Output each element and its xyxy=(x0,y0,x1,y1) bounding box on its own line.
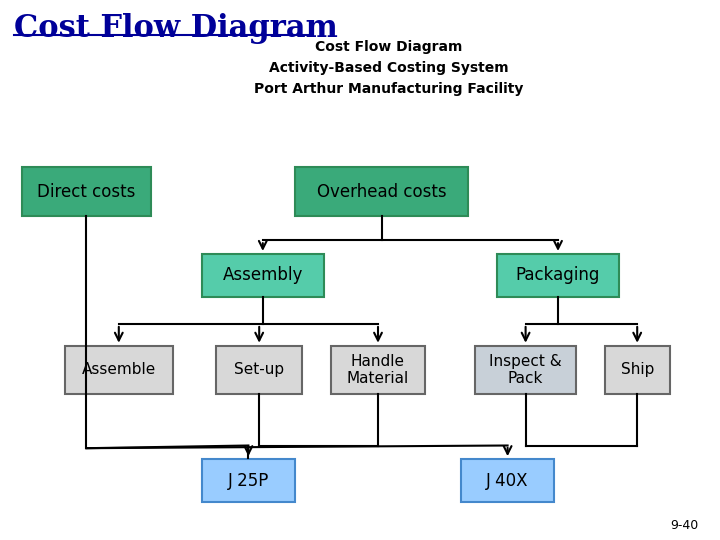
FancyBboxPatch shape xyxy=(216,346,302,394)
FancyBboxPatch shape xyxy=(295,167,468,216)
FancyBboxPatch shape xyxy=(605,346,670,394)
Text: J 40X: J 40X xyxy=(486,471,529,490)
Text: Cost Flow Diagram
Activity-Based Costing System
Port Arthur Manufacturing Facili: Cost Flow Diagram Activity-Based Costing… xyxy=(254,40,523,96)
FancyBboxPatch shape xyxy=(475,346,576,394)
FancyBboxPatch shape xyxy=(461,459,554,502)
Text: Handle
Material: Handle Material xyxy=(347,354,409,386)
Text: Assemble: Assemble xyxy=(81,362,156,377)
Text: Assembly: Assembly xyxy=(222,266,303,285)
Text: Direct costs: Direct costs xyxy=(37,183,135,201)
Text: Set-up: Set-up xyxy=(234,362,284,377)
FancyBboxPatch shape xyxy=(497,254,619,297)
FancyBboxPatch shape xyxy=(202,254,324,297)
FancyBboxPatch shape xyxy=(202,459,295,502)
Text: Overhead costs: Overhead costs xyxy=(317,183,446,201)
FancyBboxPatch shape xyxy=(331,346,425,394)
Text: 9-40: 9-40 xyxy=(670,519,698,532)
Text: Ship: Ship xyxy=(621,362,654,377)
Text: Inspect &
Pack: Inspect & Pack xyxy=(489,354,562,386)
FancyBboxPatch shape xyxy=(65,346,173,394)
Text: Cost Flow Diagram: Cost Flow Diagram xyxy=(14,14,338,44)
Text: J 25P: J 25P xyxy=(228,471,269,490)
FancyBboxPatch shape xyxy=(22,167,151,216)
Text: Packaging: Packaging xyxy=(516,266,600,285)
